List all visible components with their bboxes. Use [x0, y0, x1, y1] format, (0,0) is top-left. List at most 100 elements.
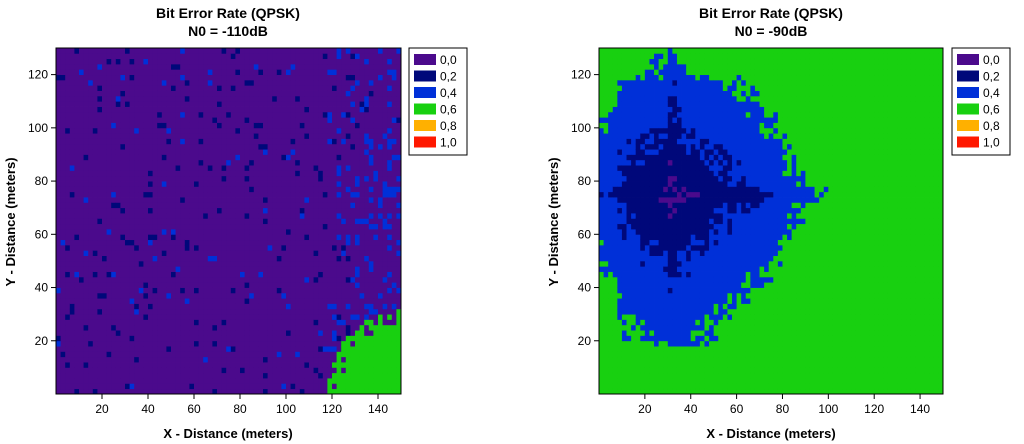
heatmap-cell: [286, 314, 291, 320]
heatmap-cell: [281, 159, 287, 166]
heatmap-cell: [373, 106, 379, 113]
heatmap-cell: [143, 127, 149, 134]
heatmap-cell: [290, 159, 296, 166]
heatmap-cell: [230, 362, 236, 368]
heatmap-cell: [235, 244, 241, 251]
heatmap-cell: [226, 117, 232, 123]
heatmap-cell: [276, 63, 282, 70]
heatmap-cell: [368, 271, 374, 278]
heatmap-cell: [341, 101, 347, 107]
heatmap-cell: [111, 356, 117, 363]
heatmap-cell: [134, 181, 140, 187]
heatmap-cell: [194, 90, 199, 97]
heatmap-cell: [184, 175, 190, 182]
heatmap-cell: [304, 362, 310, 368]
heatmap-cell: [258, 207, 264, 214]
heatmap-cell: [272, 117, 278, 123]
heatmap-cell: [56, 159, 61, 166]
heatmap-cell: [304, 388, 310, 395]
heatmap-cell: [382, 202, 388, 209]
heatmap-cell: [226, 314, 232, 320]
heatmap-cell: [56, 207, 61, 214]
heatmap-cell: [102, 239, 107, 246]
heatmap-cell: [180, 101, 186, 107]
heatmap-cell: [171, 228, 176, 235]
heatmap-cell: [350, 63, 356, 70]
heatmap-cell: [65, 282, 71, 288]
heatmap-cell: [258, 260, 264, 267]
heatmap-cell: [391, 85, 397, 91]
heatmap-cell: [364, 378, 370, 384]
heatmap-cell: [304, 218, 310, 225]
heatmap-cell: [599, 143, 604, 150]
heatmap-cell: [120, 282, 126, 288]
heatmap-cell: [263, 127, 268, 134]
heatmap-cell: [345, 85, 351, 91]
heatmap-cell: [212, 69, 218, 76]
heatmap-cell: [69, 319, 75, 326]
heatmap-cell: [125, 181, 130, 187]
heatmap-cell: [189, 175, 195, 182]
heatmap-cell: [391, 165, 397, 171]
heatmap-cell: [387, 149, 393, 155]
heatmap-cell: [157, 330, 163, 336]
heatmap-cell: [286, 308, 291, 315]
heatmap-cell: [92, 367, 98, 374]
heatmap-cell: [313, 154, 319, 161]
heatmap-cell: [92, 165, 98, 171]
heatmap-cell: [207, 181, 213, 187]
heatmap-cell: [161, 138, 167, 145]
heatmap-cell: [253, 260, 259, 267]
heatmap-cell: [318, 159, 324, 166]
heatmap-cell: [235, 197, 241, 203]
heatmap-cell: [161, 74, 167, 81]
heatmap-cell: [111, 287, 117, 294]
heatmap-cell: [368, 324, 374, 331]
heatmap-cell: [355, 276, 360, 283]
heatmap-cell: [290, 138, 296, 145]
heatmap-cell: [240, 53, 245, 60]
heatmap-cell: [378, 244, 383, 251]
heatmap-cell: [313, 282, 319, 288]
heatmap-cell: [203, 335, 209, 342]
heatmap-cell: [281, 223, 287, 230]
heatmap-cell: [286, 170, 291, 177]
heatmap-cell: [230, 367, 236, 374]
heatmap-cell: [106, 340, 112, 347]
heatmap-cell: [350, 362, 356, 368]
heatmap-cell: [373, 186, 379, 193]
heatmap-cell: [111, 101, 117, 107]
heatmap-cell: [272, 346, 278, 352]
heatmap-cell: [313, 378, 319, 384]
heatmap-cell: [152, 346, 158, 352]
heatmap-cell: [230, 239, 236, 246]
heatmap-cell: [355, 53, 360, 60]
heatmap-cell: [327, 122, 333, 129]
heatmap-cell: [102, 106, 107, 113]
heatmap-cell: [79, 372, 84, 379]
heatmap-cell: [318, 197, 324, 203]
heatmap-cell: [134, 106, 140, 113]
heatmap-cell: [143, 218, 149, 225]
heatmap-cell: [74, 181, 80, 187]
heatmap-cell: [166, 143, 172, 150]
heatmap-cell: [253, 69, 259, 76]
heatmap-cell: [359, 324, 365, 331]
heatmap-cell: [272, 79, 278, 86]
heatmap-cell: [304, 159, 310, 166]
heatmap-cell: [152, 165, 158, 171]
heatmap-cell: [79, 191, 84, 198]
heatmap-cell: [60, 53, 66, 60]
heatmap-cell: [244, 53, 250, 60]
heatmap-cell: [212, 197, 218, 203]
heatmap-cell: [217, 330, 222, 336]
heatmap-cell: [198, 340, 204, 347]
heatmap-cell: [125, 388, 130, 395]
heatmap-cell: [56, 85, 61, 91]
heatmap-cell: [180, 218, 186, 225]
heatmap-cell: [322, 228, 328, 235]
heatmap-cell: [378, 324, 383, 331]
heatmap-cell: [599, 266, 604, 272]
heatmap-cell: [368, 53, 374, 60]
heatmap-cell: [359, 303, 365, 310]
